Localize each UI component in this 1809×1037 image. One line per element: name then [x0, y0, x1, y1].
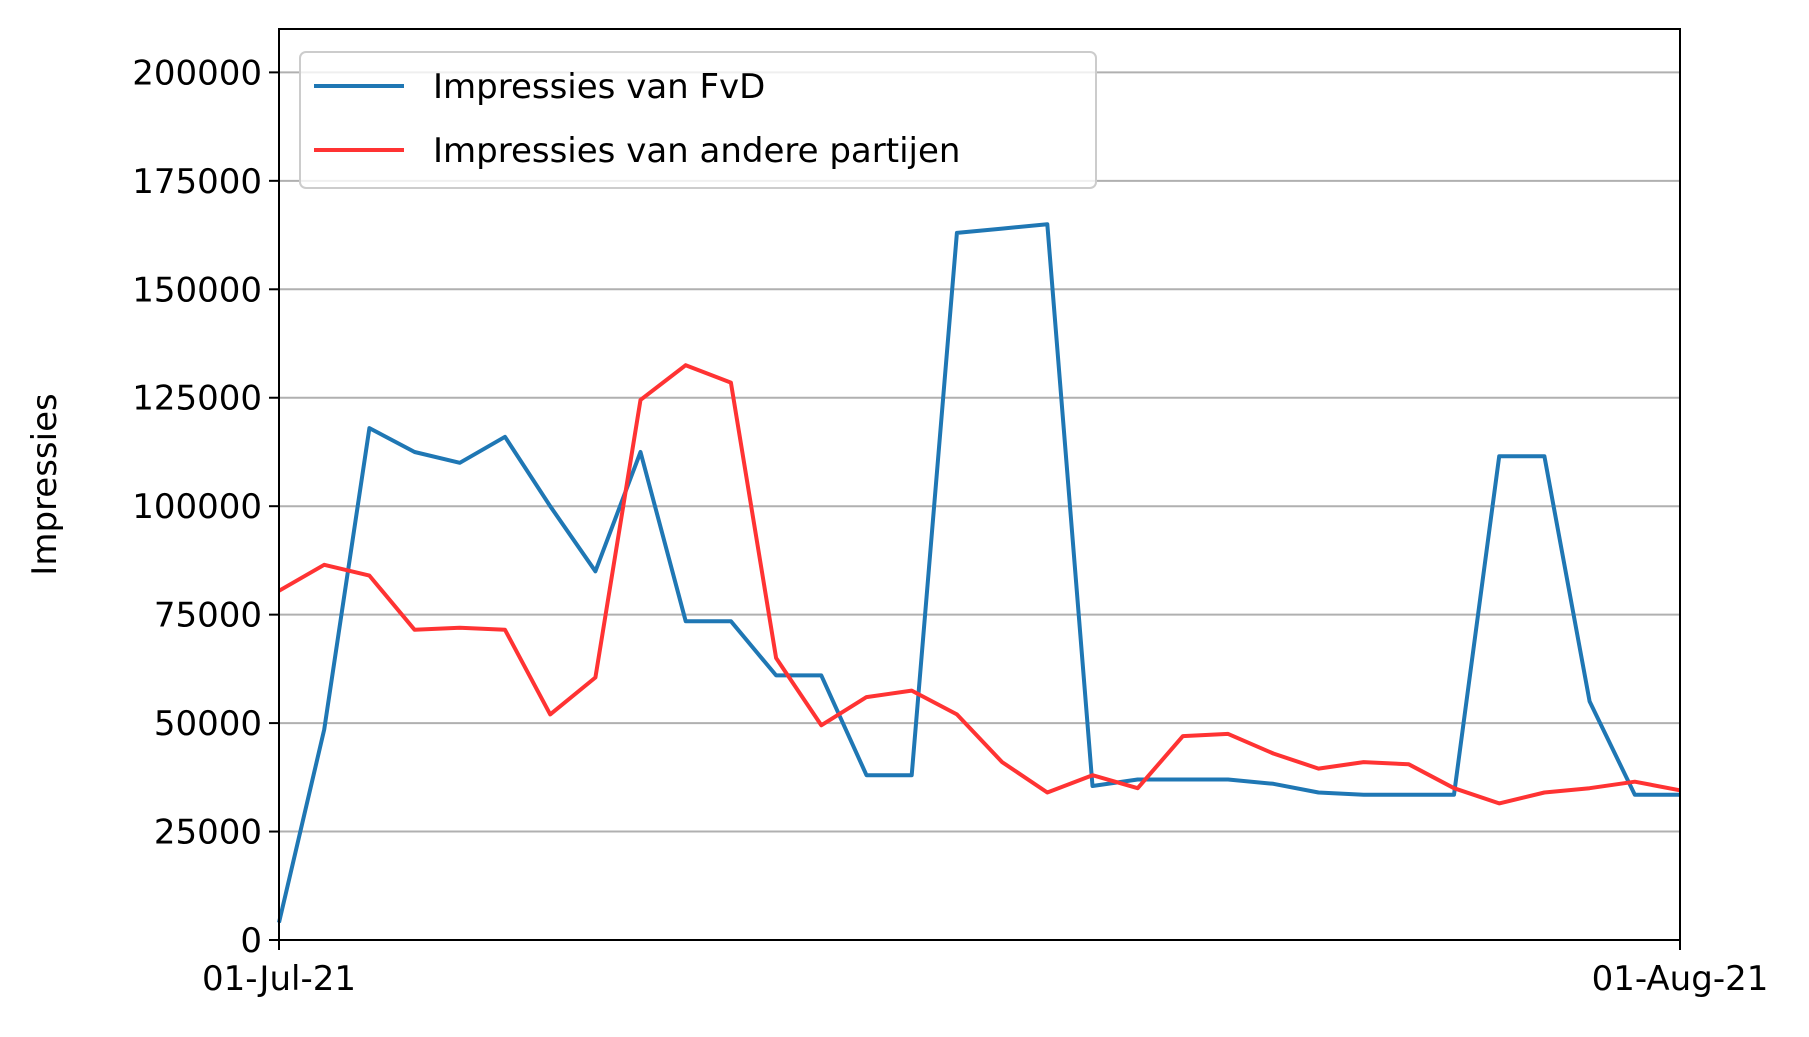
x-axis: 01-Jul-21 01-Aug-21	[202, 940, 1768, 999]
y-tick-label: 50000	[154, 704, 262, 744]
x-tick-label: 01-Jul-21	[202, 959, 356, 999]
legend-box	[299, 51, 1097, 189]
y-axis: 0 25000 50000 75000 100000 125000 150000 175000…	[132, 53, 279, 961]
y-tick-label: 0	[240, 921, 262, 961]
legend-label-fvd: Impressies van FvD	[433, 67, 765, 107]
series-line-other-parties	[278, 363, 1681, 806]
y-tick-label: 25000	[154, 813, 262, 853]
y-tick-label: 200000	[132, 53, 262, 93]
plot-frame	[278, 28, 1681, 941]
legend: Impressies van FvD Impressies van andere…	[299, 51, 1097, 189]
series-line-fvd	[277, 222, 1680, 924]
y-tick-label: 150000	[132, 270, 262, 310]
legend-label-other-parties: Impressies van andere partijen	[433, 131, 960, 171]
series-lines	[277, 222, 1681, 924]
y-axis-title: Impressies	[25, 393, 65, 575]
y-tick-label: 100000	[132, 487, 262, 527]
y-tick-label: 75000	[154, 596, 262, 636]
x-tick-label: 01-Aug-21	[1592, 959, 1769, 999]
y-tick-label: 125000	[132, 379, 262, 419]
y-tick-label: 175000	[132, 162, 262, 202]
